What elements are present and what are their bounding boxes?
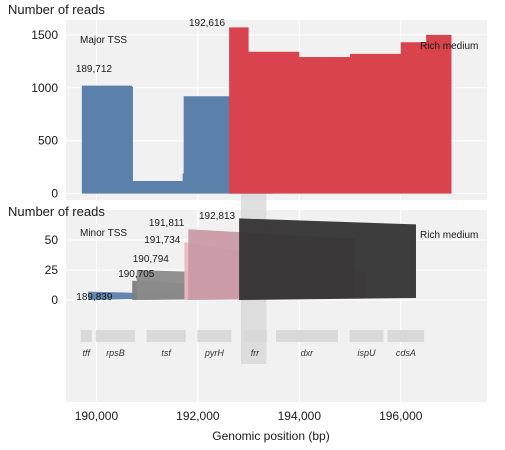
gene-track: tff rpsB tsf pyrH frr dxr ispU cdsA: [80, 330, 425, 358]
top-tss-label: 192,616: [189, 18, 226, 29]
top-tss-label: 189,712: [76, 64, 113, 75]
x-axis-title: Genomic position (bp): [212, 429, 329, 443]
gene-box-tff: [80, 330, 92, 342]
x-tick-label: 192,000: [176, 409, 220, 423]
tss-labels: 189,712 192,616 189,839 190,705 190,794 191,7…: [76, 18, 236, 303]
bottom-tss-label: 191,734: [144, 235, 181, 246]
gene-label-dxr: dxr: [301, 348, 315, 358]
bottom-condition-label: Rich medium: [420, 230, 478, 241]
top-y-tick-label: 0: [51, 187, 58, 201]
bottom-panel-series: [88, 218, 416, 300]
bottom-y-axis-title: Number of reads: [8, 204, 105, 219]
top-y-tick-label: 500: [38, 134, 58, 148]
gene-box-tsf: [146, 330, 186, 342]
gene-box-dxr: [275, 330, 338, 342]
bottom-tss-label: 191,811: [149, 218, 185, 229]
top-series-area-0: [81, 83, 274, 194]
x-tick-label: 196,000: [379, 409, 423, 423]
gene-label-tsf: tsf: [161, 348, 172, 358]
x-tick-label: 190,000: [75, 409, 119, 423]
top-y-tick-label: 1500: [31, 28, 58, 42]
top-panel-label: Major TSS: [80, 35, 127, 46]
bottom-tss-label: 192,813: [199, 211, 236, 222]
bottom-tss-label: 190,705: [118, 269, 155, 280]
bottom-panel-label: Minor TSS: [80, 228, 127, 239]
bottom-tss-label: 190,794: [133, 254, 170, 265]
bottom-series-wedge-5: [239, 218, 416, 300]
bottom-y-tick-label: 50: [45, 233, 59, 247]
top-condition-label: Rich medium: [420, 41, 478, 52]
gene-label-pyrH: pyrH: [204, 348, 225, 358]
top-panel-series: [81, 27, 452, 194]
gene-label-ispU: ispU: [358, 348, 377, 358]
top-y-tick-label: 1000: [31, 81, 58, 95]
bottom-y-tick-label: 25: [45, 263, 59, 277]
x-tick-label: 194,000: [278, 409, 322, 423]
top-series-area-1: [229, 27, 452, 194]
axis-ticks: 190,000 192,000 194,000 196,000050010001500…: [31, 28, 422, 423]
gene-box-pyrH: [197, 330, 232, 342]
top-y-axis-title: Number of reads: [8, 2, 105, 17]
gene-label-rpsB: rpsB: [106, 348, 125, 358]
gene-box-rpsB: [95, 330, 136, 342]
gene-box-cdsA: [387, 330, 425, 342]
bottom-y-tick-label: 0: [51, 293, 58, 307]
gene-label-frr: frr: [251, 348, 260, 358]
gene-label-tff: tff: [83, 348, 92, 358]
gene-label-cdsA: cdsA: [396, 348, 416, 358]
bottom-tss-label: 189,839: [76, 292, 113, 303]
gene-box-frr: [242, 330, 267, 342]
gene-box-ispU: [349, 330, 384, 342]
